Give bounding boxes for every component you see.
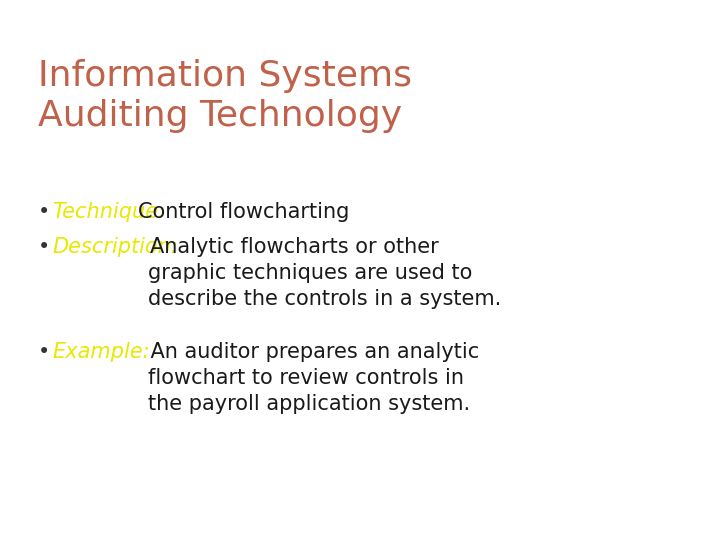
Text: An auditor prepares an analytic: An auditor prepares an analytic [124, 342, 480, 362]
Text: graphic techniques are used to: graphic techniques are used to [148, 263, 472, 283]
Text: Description:: Description: [52, 237, 178, 256]
Text: •: • [38, 237, 50, 256]
Text: •: • [38, 202, 50, 222]
Text: Auditing Technology: Auditing Technology [38, 99, 402, 133]
Text: •: • [38, 342, 50, 362]
Text: the payroll application system.: the payroll application system. [148, 394, 470, 414]
Text: Analytic flowcharts or other: Analytic flowcharts or other [150, 237, 438, 256]
Text: flowchart to review controls in: flowchart to review controls in [148, 368, 464, 388]
Text: Technique:: Technique: [52, 202, 165, 222]
Text: Example:: Example: [52, 342, 150, 362]
Text: Information Systems: Information Systems [38, 59, 412, 93]
Text: describe the controls in a system.: describe the controls in a system. [148, 289, 501, 309]
Text: Control flowcharting: Control flowcharting [138, 202, 349, 222]
